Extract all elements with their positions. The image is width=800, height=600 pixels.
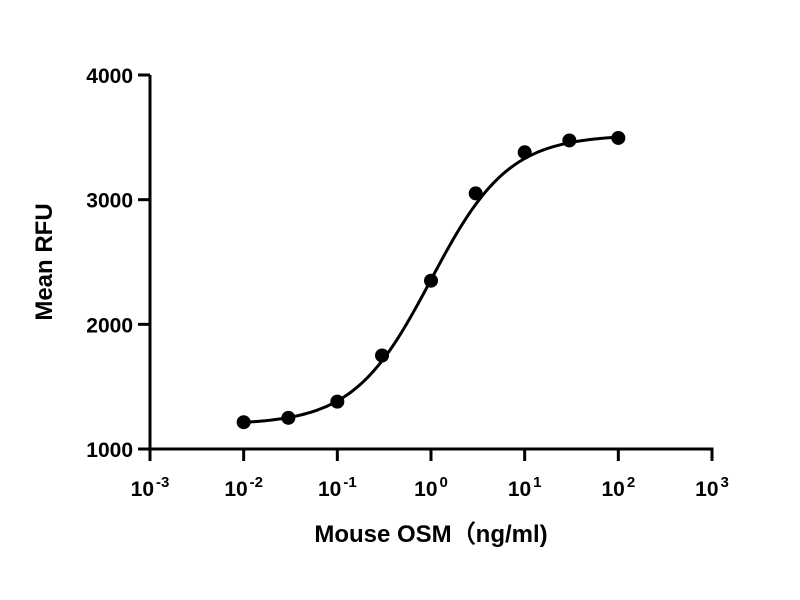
- y-tick-label: 4000: [86, 65, 133, 88]
- data-point: [517, 145, 532, 160]
- x-tick-label: 10 0: [414, 474, 448, 501]
- x-tick-label: 10 -2: [224, 474, 263, 501]
- x-tick-label: 10 2: [601, 474, 635, 501]
- y-tick-label: 3000: [86, 190, 133, 213]
- y-axis-title: Mean RFU: [31, 203, 58, 320]
- data-point: [375, 348, 390, 363]
- data-point: [236, 415, 251, 430]
- data-point: [611, 130, 626, 145]
- x-axis-title: Mouse OSM（ng/ml): [314, 521, 547, 548]
- data-points: [236, 130, 626, 430]
- data-point: [330, 394, 345, 409]
- data-point: [424, 273, 438, 288]
- tick-labels: 1000 2000 3000 4000 10 -3 10 -2 10 -1 10 0 10 1 10 2 10 3: [86, 65, 729, 501]
- data-point: [281, 410, 296, 425]
- x-tick-label: 10 3: [695, 474, 729, 501]
- y-tick-label: 2000: [86, 314, 133, 337]
- axes: [138, 73, 714, 461]
- data-point: [562, 133, 577, 148]
- x-tick-label: 10 -3: [131, 474, 170, 501]
- data-point: [468, 186, 483, 201]
- y-tick-label: 1000: [86, 439, 133, 462]
- x-tick-label: 10 1: [508, 474, 542, 501]
- x-tick-label: 10 -1: [318, 474, 357, 501]
